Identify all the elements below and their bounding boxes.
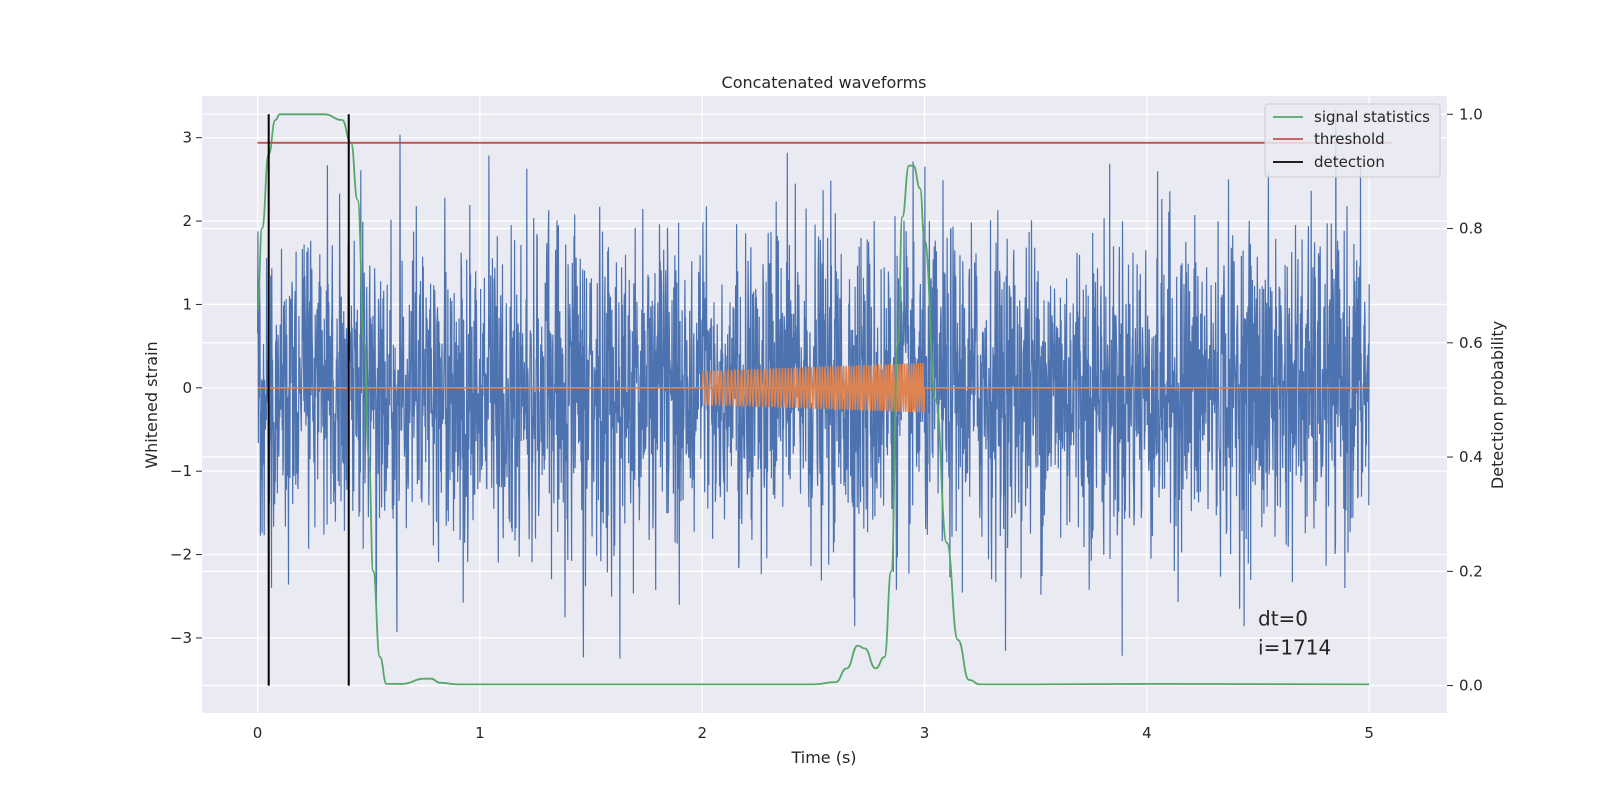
signal-statistics-series <box>256 113 1392 686</box>
y-right-tick-label: 0.0 <box>1459 677 1483 695</box>
legend-label-threshold: threshold <box>1314 130 1385 148</box>
y-left-tick-label: 0 <box>182 379 192 397</box>
y-right-tick-label: 0.2 <box>1459 562 1483 580</box>
y-left-tick-label: 1 <box>182 295 192 313</box>
annotation-text: dt=0 <box>1258 606 1308 630</box>
x-tick-label: 2 <box>697 724 707 742</box>
annotation-text: i=1714 <box>1258 636 1331 660</box>
chart-title: Concatenated waveforms <box>722 73 927 92</box>
y-left-tick-label: −2 <box>170 546 192 564</box>
legend-box <box>1264 103 1441 178</box>
annotations: dt=0 i=1714 <box>1258 606 1331 659</box>
x-tick-label: 5 <box>1364 724 1374 742</box>
y-left-tick-label: −1 <box>170 462 192 480</box>
y-axis-label-right: Detection probability <box>1488 321 1507 489</box>
y-left-tick-label: −3 <box>170 629 192 647</box>
x-tick-label: 0 <box>253 724 263 742</box>
x-tick-label: 4 <box>1142 724 1152 742</box>
legend-label-detection: detection <box>1314 153 1385 171</box>
legend: signal statistics threshold detection <box>1264 103 1441 178</box>
y-right-tick-label: 0.8 <box>1459 220 1483 238</box>
x-axis-label: Time (s) <box>790 748 856 767</box>
chirp-line <box>701 361 926 413</box>
x-tick-label: 1 <box>475 724 485 742</box>
y-right-tick-label: 0.6 <box>1459 334 1483 352</box>
y-axis-label-left: Whitened strain <box>142 341 161 468</box>
y-left-tick-label: 2 <box>182 212 192 230</box>
chirp-series <box>257 361 1370 413</box>
axes: 0 1 2 3 4 5 −3 −2 −1 0 1 2 3 0.0 0.2 0.4 0.6 0.8 1.0 <box>170 105 1483 742</box>
x-tick-label: 3 <box>920 724 930 742</box>
y-right-tick-label: 1.0 <box>1459 105 1483 123</box>
legend-label-signal-statistics: signal statistics <box>1314 108 1430 126</box>
y-left-tick-label: 3 <box>182 129 192 147</box>
y-right-tick-label: 0.4 <box>1459 448 1483 466</box>
